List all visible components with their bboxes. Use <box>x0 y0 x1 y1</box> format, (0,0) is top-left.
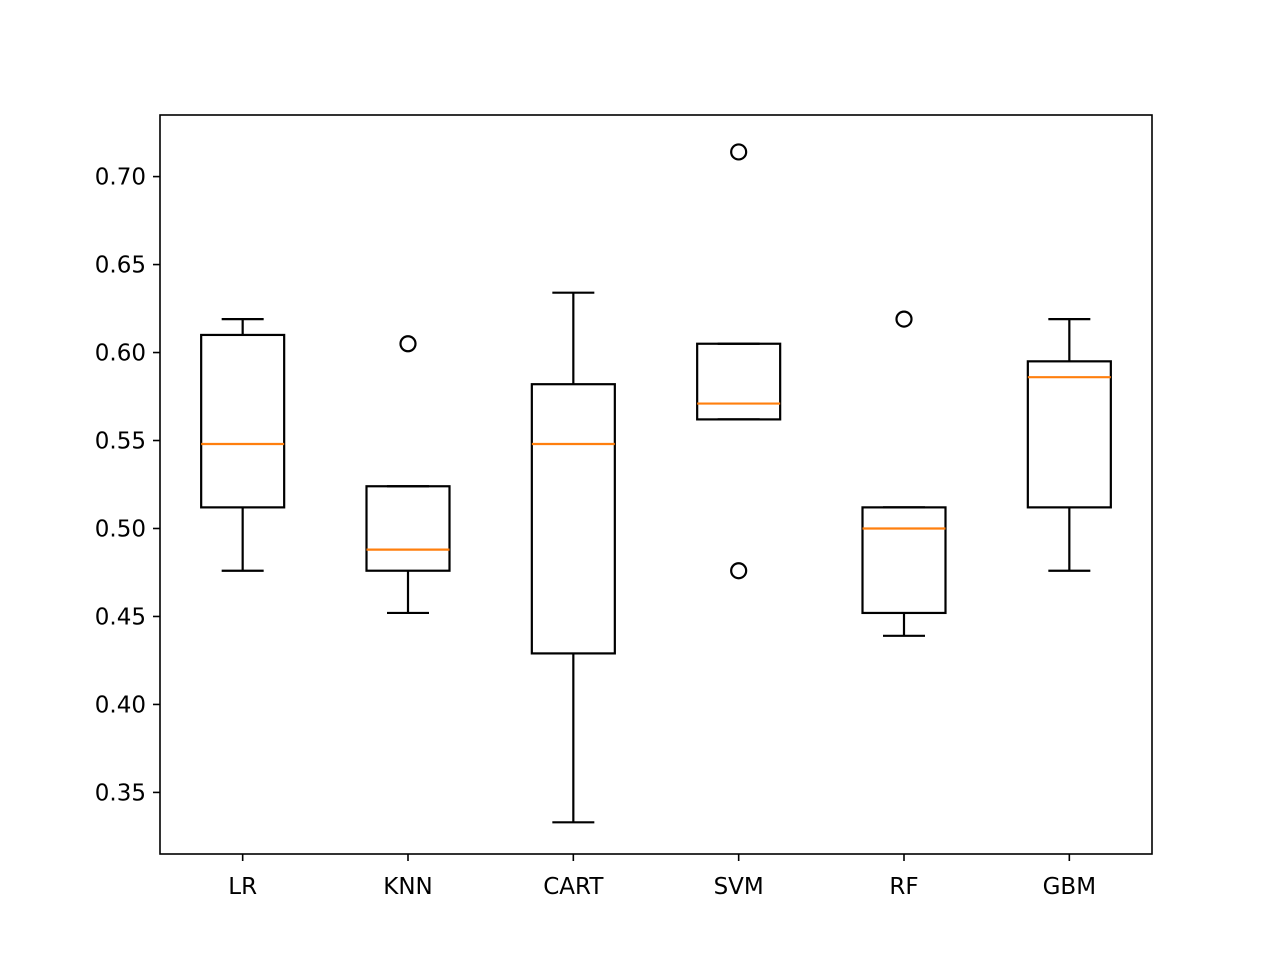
box <box>696 342 782 421</box>
box-group-knn <box>365 335 451 615</box>
x-axis: LR KNN CART SVM RF GBM <box>228 854 1096 900</box>
box <box>200 333 286 509</box>
outlier-point <box>399 335 417 353</box>
y-axis: 0.35 0.40 0.45 0.50 0.55 0.60 0.65 0.70 <box>95 165 160 806</box>
y-tick-label: 0.55 <box>95 429 146 455</box>
box <box>530 383 616 655</box>
outlier-point <box>730 562 748 580</box>
box <box>1026 360 1112 509</box>
x-tick-label: RF <box>889 874 918 900</box>
y-tick-label: 0.50 <box>95 516 146 542</box>
box <box>861 506 947 615</box>
plot-frame <box>159 114 1153 855</box>
y-tick-label: 0.40 <box>95 692 146 718</box>
y-tick-label: 0.35 <box>95 780 146 806</box>
box-group-lr <box>200 318 286 572</box>
outlier-point <box>895 310 913 328</box>
y-tick-label: 0.45 <box>95 604 146 630</box>
box-group-rf <box>861 310 947 637</box>
x-tick-label: KNN <box>383 874 433 900</box>
box-group-gbm <box>1026 318 1112 572</box>
x-tick-label: GBM <box>1043 874 1096 900</box>
outlier-point <box>730 143 748 161</box>
box-group-cart <box>530 291 616 824</box>
x-tick-label: SVM <box>714 874 764 900</box>
y-tick-label: 0.60 <box>95 341 146 367</box>
marks-layer <box>200 143 1112 824</box>
y-tick-label: 0.65 <box>95 253 146 279</box>
box <box>365 485 451 572</box>
y-tick-label: 0.70 <box>95 165 146 191</box>
x-tick-label: LR <box>228 874 257 900</box>
x-tick-label: CART <box>543 874 604 900</box>
box-group-svm <box>696 143 782 580</box>
